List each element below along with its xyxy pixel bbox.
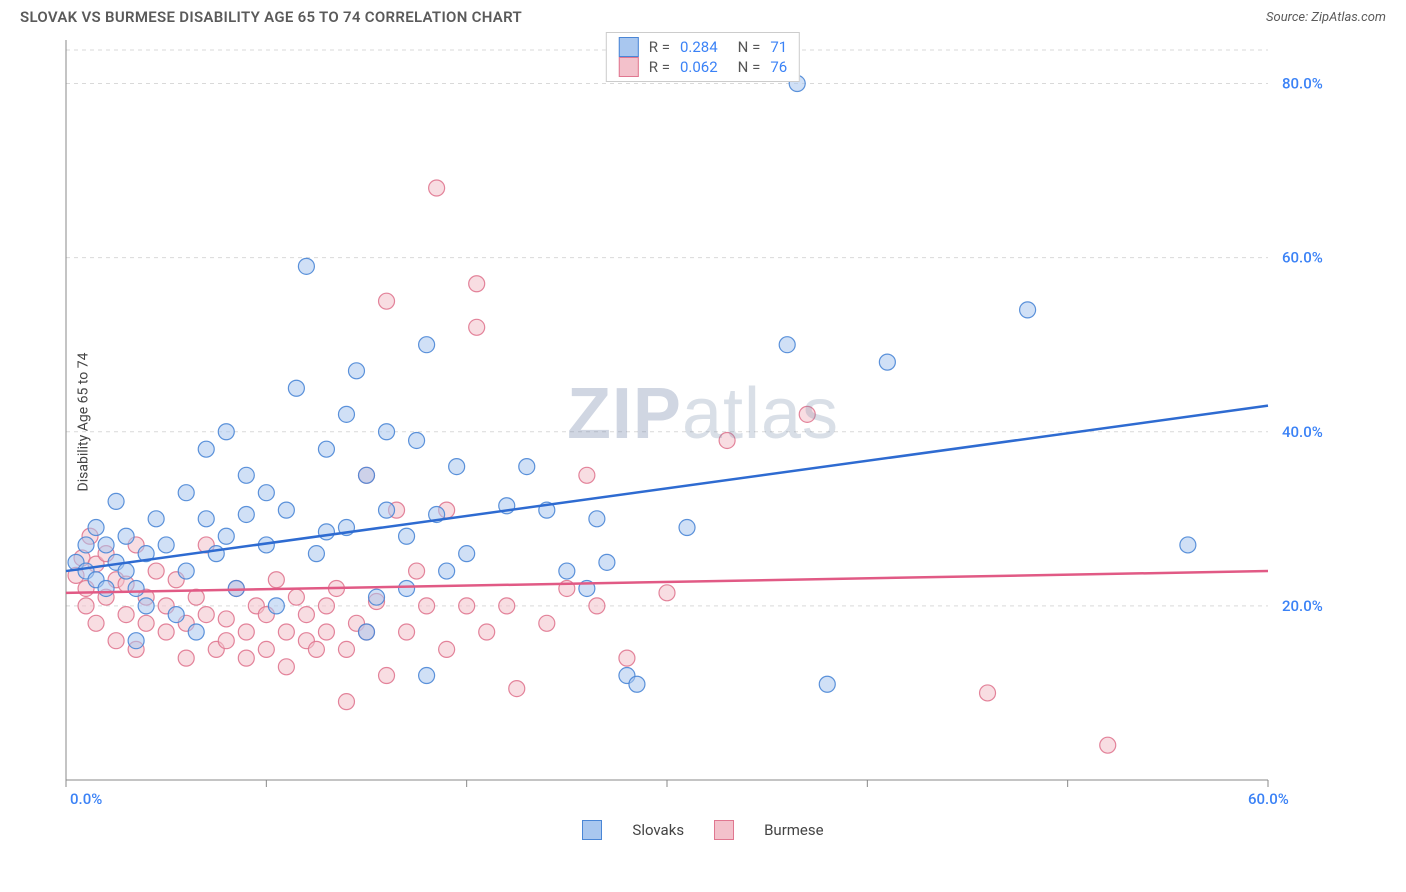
series-legend: Slovaks Burmese: [0, 820, 1406, 840]
y-axis-title: Disability Age 65 to 74: [75, 353, 91, 492]
legend-swatch-series1: [582, 820, 602, 840]
stats-row-1: R = 0.284 N = 71: [619, 37, 787, 57]
swatch-series1: [619, 37, 639, 57]
legend-label-series1: Slovaks: [632, 821, 684, 839]
chart-container: Disability Age 65 to 74 20.0% 40.0% 60.0% 8…: [18, 30, 1388, 814]
source-label: Source: ZipAtlas.com: [1266, 10, 1386, 25]
svg-text:80.0%: 80.0%: [1282, 75, 1323, 93]
svg-text:60.0%: 60.0%: [1282, 249, 1323, 267]
svg-text:40.0%: 40.0%: [1282, 423, 1323, 441]
chart-title: SLOVAK VS BURMESE DISABILITY AGE 65 TO 7…: [20, 8, 522, 26]
stats-legend: R = 0.284 N = 71 R = 0.062 N = 76: [606, 32, 800, 82]
svg-text:20.0%: 20.0%: [1282, 597, 1323, 615]
svg-text:60.0%: 60.0%: [1248, 790, 1289, 808]
swatch-series2: [619, 57, 639, 77]
stats-row-2: R = 0.062 N = 76: [619, 57, 787, 77]
svg-text:0.0%: 0.0%: [70, 790, 102, 808]
legend-label-series2: Burmese: [764, 821, 824, 839]
scatter-chart: 20.0% 40.0% 60.0% 80.0% 0.0% 60.0%: [18, 30, 1348, 810]
legend-swatch-series2: [714, 820, 734, 840]
